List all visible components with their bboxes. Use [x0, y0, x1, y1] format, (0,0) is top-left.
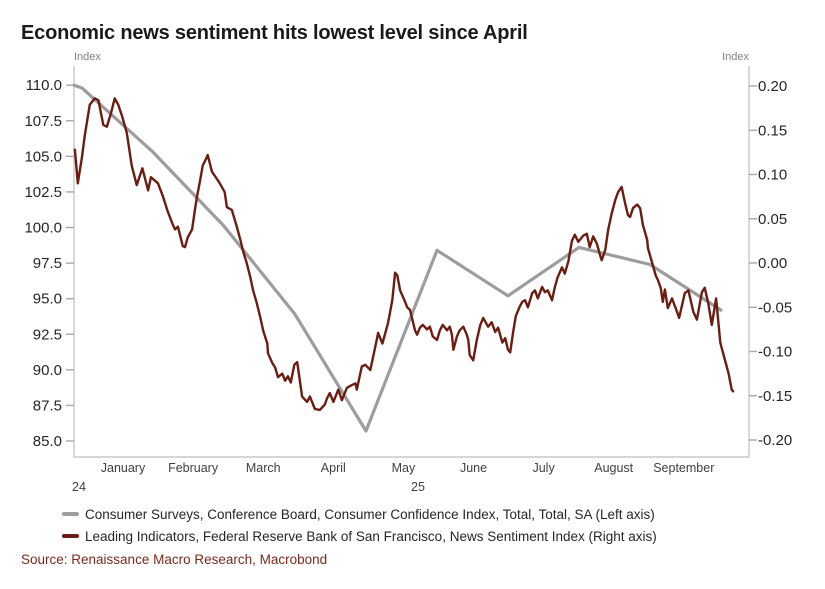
- right-axis-tick-label: 0.20: [758, 78, 787, 95]
- gray-line-swatch-icon: [62, 512, 79, 516]
- left-axis-tick-label: 105.0: [24, 148, 62, 165]
- x-axis-year-label: 25: [411, 480, 425, 494]
- x-axis-year-label: 24: [72, 480, 86, 494]
- x-axis-labels: January February March April May June July Augu…: [72, 461, 714, 494]
- right-axis-tick-label: 0.10: [758, 167, 787, 184]
- left-axis-tick-label: 85.0: [33, 433, 62, 450]
- right-axis-ticks: 0.20 0.15 0.10 0.05 0.00 -0.05 -0.10 -0.15 -0.20: [749, 78, 792, 449]
- right-axis-tick-label: -0.20: [758, 432, 792, 449]
- right-axis-tick-label: -0.05: [758, 299, 792, 316]
- right-axis-tick-label: 0.05: [758, 211, 787, 228]
- left-axis-tick-label: 102.5: [24, 184, 62, 201]
- right-axis-tick-label: -0.10: [758, 344, 792, 361]
- left-axis-tick-label: 110.0: [26, 77, 62, 94]
- right-axis-tick-label: -0.15: [758, 388, 792, 405]
- x-axis-month-label: September: [653, 461, 714, 475]
- left-axis-tick-label: 97.5: [33, 255, 62, 272]
- left-axis-tick-label: 87.5: [33, 397, 62, 414]
- x-axis-month-label: January: [101, 461, 146, 475]
- series-lines: [72, 83, 735, 433]
- news-sentiment-line: [73, 97, 735, 412]
- chart-title: Economic news sentiment hits lowest leve…: [21, 22, 528, 44]
- legend-label: Consumer Surveys, Conference Board, Cons…: [85, 506, 655, 522]
- source-note: Source: Renaissance Macro Research, Macr…: [21, 552, 328, 567]
- left-axis-tick-label: 90.0: [33, 362, 62, 379]
- x-axis-month-label: June: [460, 461, 487, 475]
- legend-item-consumer-confidence: Consumer Surveys, Conference Board, Cons…: [62, 503, 657, 525]
- left-axis-ticks: 110.0 107.5 105.0 102.5 100.0 97.5 95.0 92.5 90.…: [24, 77, 74, 450]
- right-axis-unit-label: Index: [722, 51, 749, 63]
- left-axis-tick-label: 95.0: [33, 291, 62, 308]
- left-axis-unit-label: Index: [74, 51, 101, 63]
- left-axis-tick-label: 107.5: [24, 113, 62, 130]
- x-axis-month-label: May: [392, 461, 416, 475]
- right-axis-tick-label: 0.00: [758, 255, 787, 272]
- left-axis-tick-label: 100.0: [24, 220, 62, 237]
- left-axis-tick-label: 92.5: [33, 326, 62, 343]
- axis-frame: [73, 66, 750, 458]
- consumer-confidence-line: [72, 83, 723, 433]
- right-axis-tick-label: 0.15: [758, 122, 787, 139]
- x-axis-month-label: July: [532, 461, 555, 475]
- x-axis-month-label: February: [168, 461, 219, 475]
- x-axis-month-label: April: [321, 461, 346, 475]
- legend-item-news-sentiment: Leading Indicators, Federal Reserve Bank…: [62, 525, 657, 547]
- legend-label: Leading Indicators, Federal Reserve Bank…: [85, 528, 657, 544]
- maroon-line-swatch-icon: [62, 534, 79, 538]
- x-axis-month-label: August: [594, 461, 633, 475]
- legend: Consumer Surveys, Conference Board, Cons…: [62, 503, 657, 547]
- x-axis-month-label: March: [246, 461, 281, 475]
